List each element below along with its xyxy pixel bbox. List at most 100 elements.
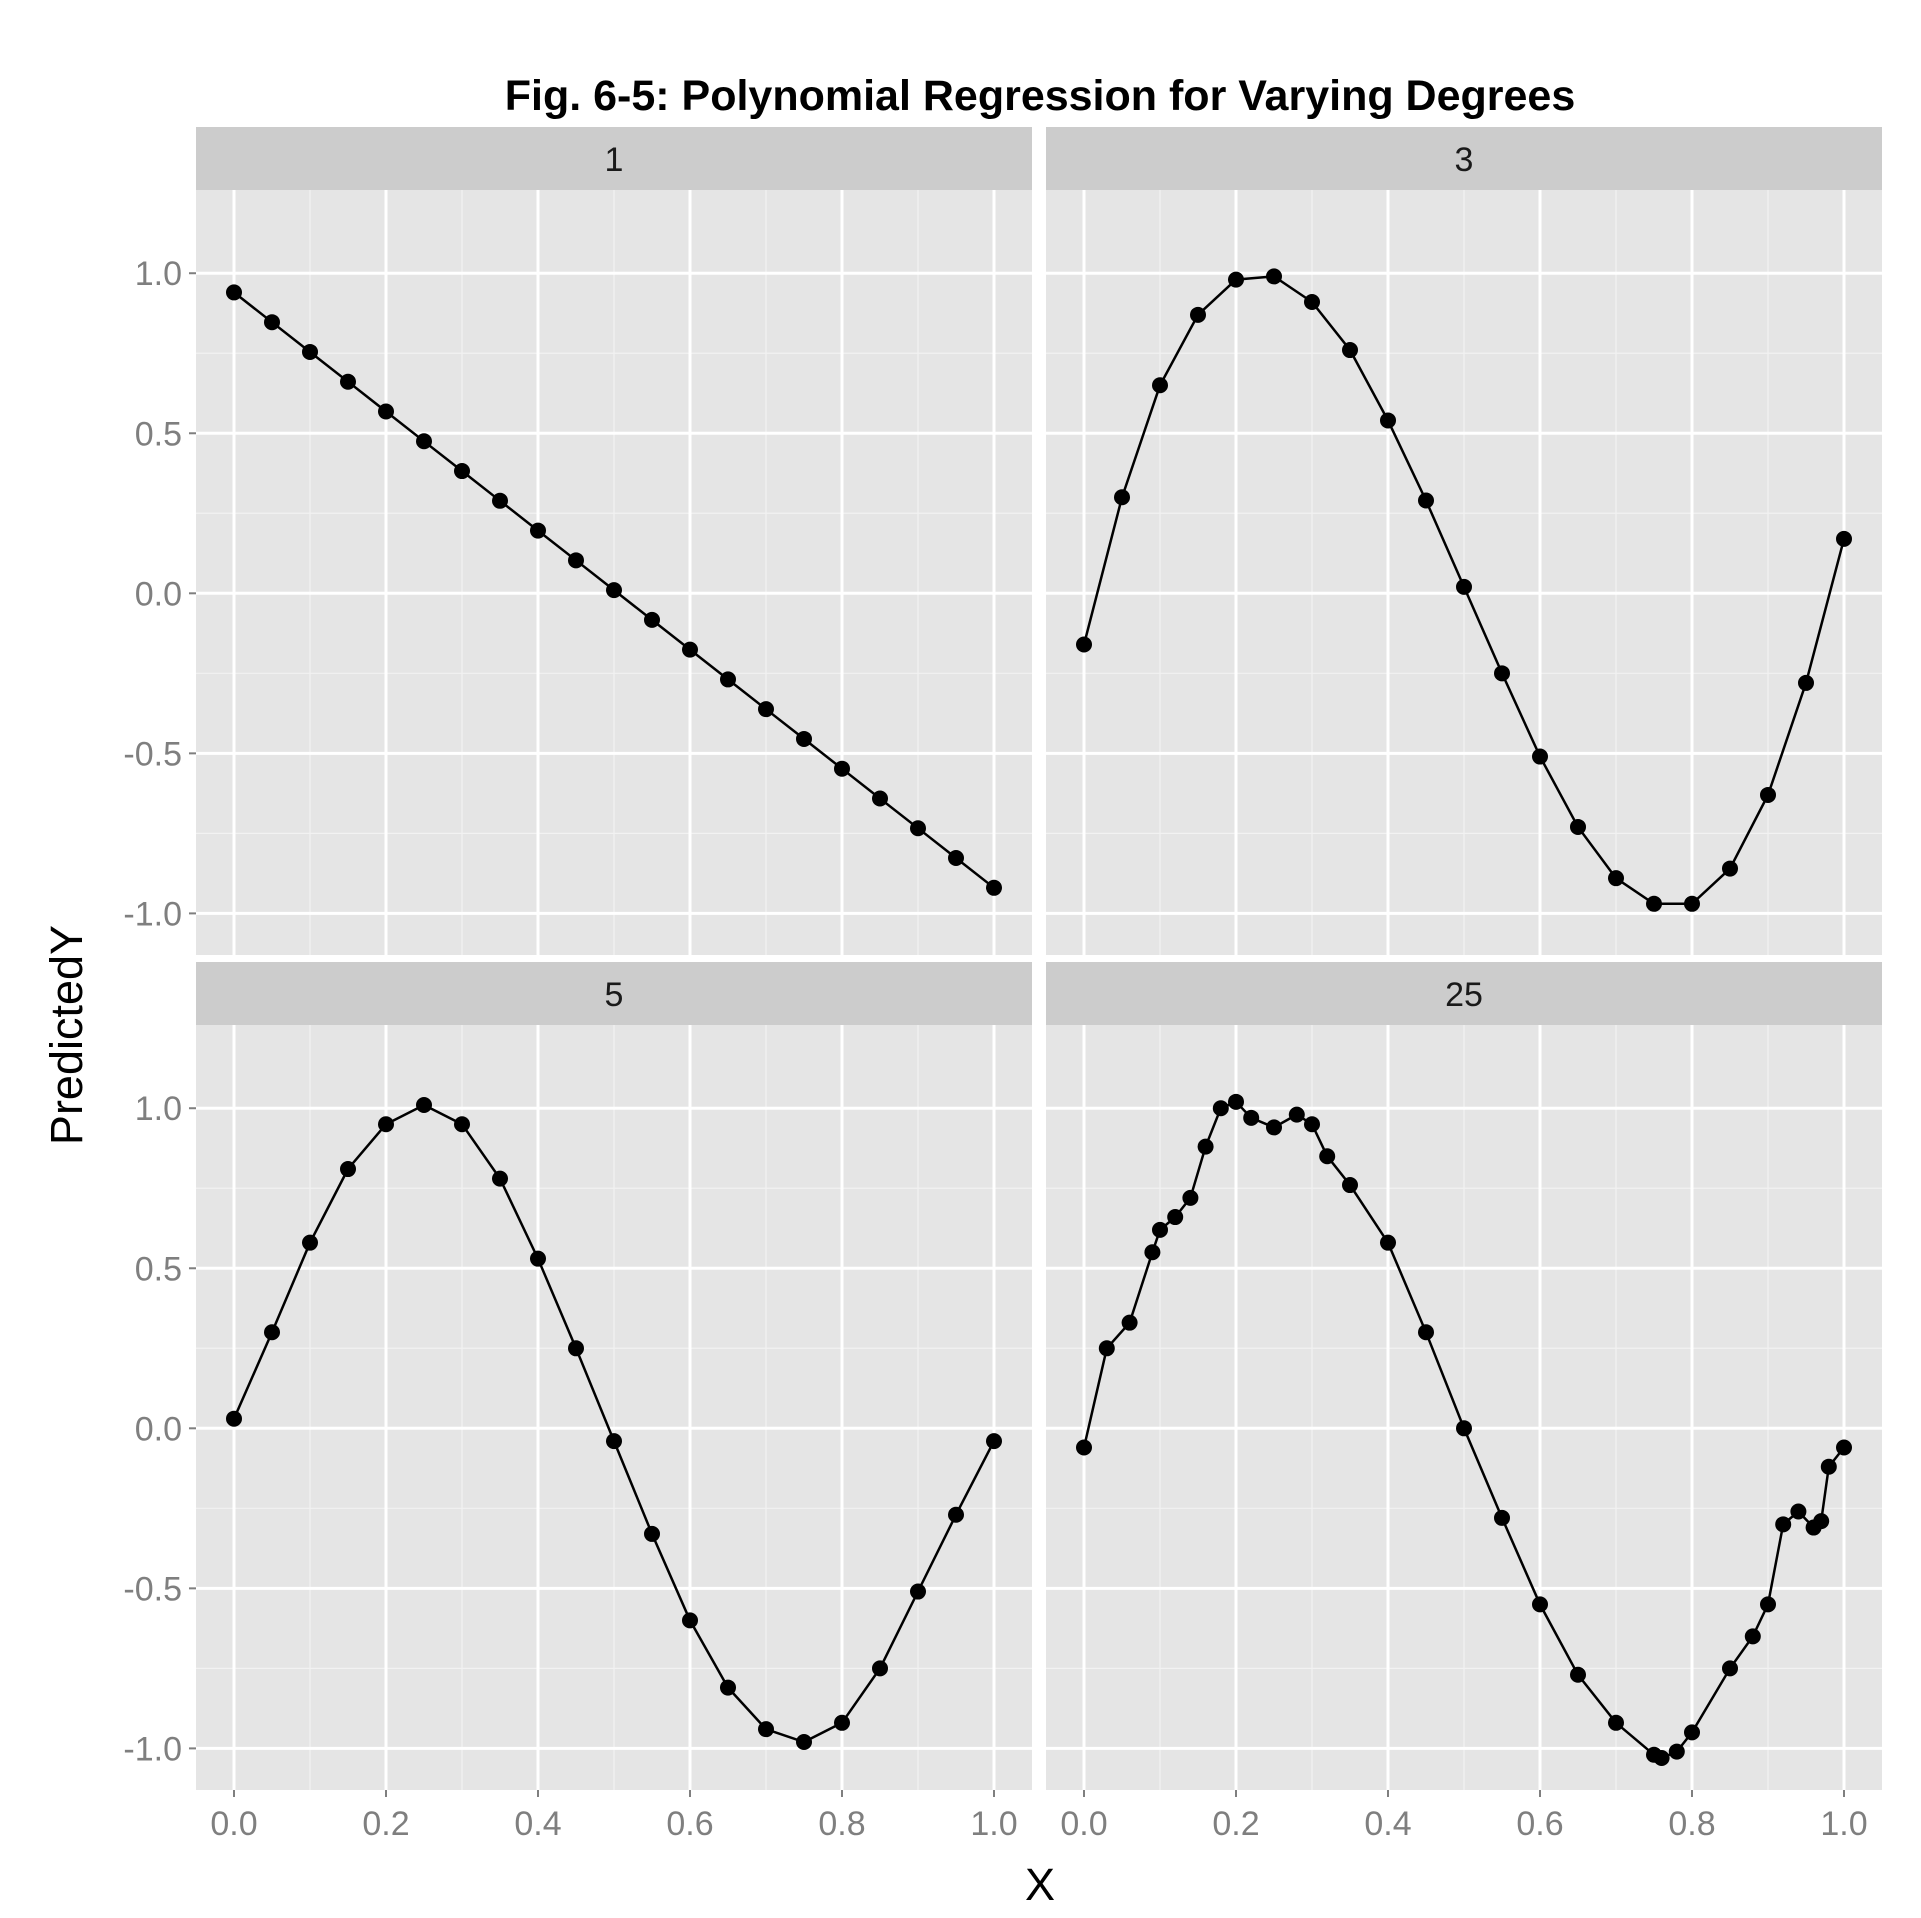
y-axis-label: PredictedY (41, 925, 92, 1145)
data-point (720, 1679, 736, 1696)
data-point (1760, 786, 1776, 803)
facet-panels: 1 -1.0 -0.5 0.0 0.5 1.0 3 5 -1.0 -0.5 0.0 0.5 1.0 0.0… (123, 127, 1882, 1843)
data-point (1494, 665, 1510, 682)
data-point (1775, 1516, 1792, 1533)
data-point (1532, 1596, 1548, 1613)
x-tick-label: 0.4 (514, 1805, 561, 1843)
data-point (948, 1506, 964, 1523)
data-point (1076, 1439, 1092, 1456)
facet-strip-label: 5 (605, 976, 624, 1014)
x-tick-label: 0.0 (1060, 1805, 1107, 1843)
data-point (226, 284, 242, 301)
data-point (1144, 1244, 1161, 1261)
data-point (872, 790, 888, 807)
data-point (1836, 530, 1852, 547)
data-point (758, 1721, 774, 1738)
facet-panel-3: 3 (1046, 127, 1882, 955)
data-point (1266, 268, 1282, 285)
data-point (1798, 674, 1814, 691)
data-point (758, 701, 774, 718)
data-point (1418, 1324, 1434, 1341)
data-point (1668, 1743, 1685, 1760)
data-point (1608, 870, 1624, 887)
data-point (1790, 1503, 1807, 1520)
data-point (1197, 1138, 1214, 1155)
data-point (1288, 1106, 1305, 1123)
data-point (1190, 306, 1206, 323)
data-point (378, 403, 394, 420)
data-point (1813, 1513, 1830, 1530)
data-point (1342, 342, 1358, 359)
data-point (1608, 1714, 1624, 1731)
facet-strip (196, 962, 1032, 1025)
data-point (606, 1433, 622, 1450)
data-point (1646, 895, 1662, 912)
facet-strip-label: 1 (605, 141, 624, 179)
facet-strip-label: 25 (1445, 976, 1483, 1014)
data-point (1319, 1148, 1336, 1165)
facet-panel-5: 5 -1.0 -0.5 0.0 0.5 1.0 0.0 0.2 0.4 0.6 0.8 1.0 (123, 962, 1032, 1843)
data-point (1570, 818, 1586, 835)
data-point (1304, 1116, 1320, 1133)
data-point (682, 1612, 698, 1629)
data-point (1228, 271, 1244, 288)
data-point (1304, 294, 1320, 311)
data-point (1418, 492, 1434, 509)
data-point (302, 343, 318, 360)
data-point (1684, 1724, 1700, 1741)
data-point (910, 1583, 926, 1600)
data-point (1076, 636, 1092, 653)
x-tick-label: 1.0 (1820, 1805, 1867, 1843)
x-tick-label: 0.6 (666, 1805, 713, 1843)
data-point (1494, 1509, 1510, 1526)
data-point (796, 730, 812, 747)
data-point (910, 820, 926, 837)
data-point (1744, 1628, 1761, 1645)
data-point (1684, 895, 1700, 912)
data-point (986, 1433, 1002, 1450)
x-tick-label: 0.8 (1668, 1805, 1715, 1843)
data-point (1570, 1666, 1586, 1683)
data-point (1114, 489, 1130, 506)
y-tick-label: 1.0 (135, 255, 182, 293)
y-tick-label: -0.5 (123, 1570, 182, 1608)
y-tick-label: 1.0 (135, 1090, 182, 1128)
data-point (1182, 1189, 1199, 1206)
data-point (606, 582, 622, 599)
data-point (1098, 1340, 1115, 1357)
data-point (1456, 578, 1472, 595)
data-point (834, 760, 850, 777)
facet-strip-label: 3 (1455, 141, 1474, 179)
data-point (1722, 1660, 1738, 1677)
y-tick-label: -0.5 (123, 735, 182, 773)
data-point (568, 552, 584, 569)
data-point (1212, 1100, 1229, 1117)
data-point (530, 522, 546, 539)
data-point (1836, 1439, 1852, 1456)
y-tick-label: -1.0 (123, 1730, 182, 1768)
data-point (1152, 1221, 1168, 1238)
x-tick-label: 0.2 (1212, 1805, 1259, 1843)
data-point (1722, 860, 1738, 877)
data-point (492, 492, 508, 509)
data-point (226, 1410, 242, 1427)
x-axis-label: X (1025, 1859, 1055, 1910)
data-point (1167, 1209, 1184, 1226)
data-point (1342, 1177, 1358, 1194)
x-tick-label: 0.0 (210, 1805, 257, 1843)
facet-panel-25: 25 0.0 0.2 0.4 0.6 0.8 1.0 (1046, 962, 1882, 1843)
data-point (834, 1714, 850, 1731)
data-point (340, 1161, 356, 1178)
y-tick-label: -1.0 (123, 895, 182, 933)
data-point (986, 879, 1002, 896)
data-point (1266, 1119, 1282, 1136)
data-point (340, 373, 356, 390)
data-point (1380, 412, 1396, 429)
data-point (264, 1324, 280, 1341)
data-point (454, 463, 470, 480)
data-point (948, 850, 964, 867)
data-point (492, 1170, 508, 1187)
data-point (1820, 1458, 1837, 1475)
data-point (1121, 1314, 1138, 1331)
